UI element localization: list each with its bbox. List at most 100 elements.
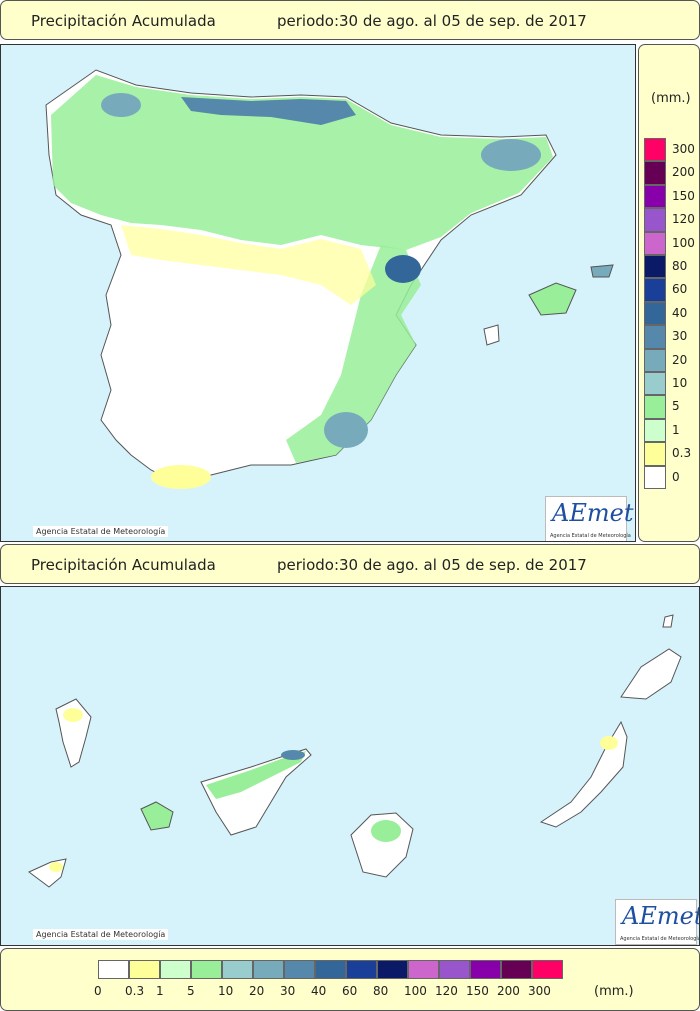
legend-swatch-60: [644, 278, 666, 302]
aemet-logo-text: AEmet: [552, 499, 634, 527]
canarias-map-svg: [28, 614, 682, 888]
ibiza-island: [483, 324, 500, 346]
legend-tick-60: 60: [672, 282, 688, 297]
legend-swatch-30: [644, 325, 666, 349]
canarias-map: Agencia Estatal de Meteorología AEmet Ag…: [0, 586, 700, 946]
legend-h-tick-150: 150: [466, 984, 489, 998]
tenerife-precip: [206, 751, 306, 799]
legend-swatch-120: [644, 208, 666, 232]
legend-h-tick-0.3: 0.3: [125, 984, 145, 998]
menorca-island: [590, 264, 614, 278]
period-label-canarias: periodo:30 de ago. al 05 de sep. de 2017: [277, 556, 587, 574]
legend-tick-100: 100: [672, 235, 695, 250]
precip-zone-east: [286, 245, 421, 463]
legend-vertical: (mm.) 0 0.3 1 5 10 20 30 40 60 80 100 120 150 200 300: [638, 44, 700, 542]
legend-tick-10: 10: [672, 376, 688, 390]
legend-h-tick-60: 60: [342, 984, 358, 998]
legend-h-tick-20: 20: [249, 984, 265, 998]
legend-unit-horizontal: (mm.): [594, 984, 634, 999]
legend-h-swatch-20: [253, 960, 284, 979]
map-title: Precipitación Acumulada: [31, 12, 216, 30]
credit-label: Agencia Estatal de Meteorología: [33, 526, 169, 537]
legend-swatch-200: [644, 161, 666, 185]
lanzarote-island: [620, 648, 682, 700]
legend-tick-300: 300: [672, 142, 695, 156]
legend-tick-80: 80: [672, 259, 688, 273]
legend-swatch-150: [644, 184, 666, 209]
legend-h-swatch-80: [377, 960, 408, 979]
la-palma-yellow: [63, 708, 83, 722]
peninsula-map: Agencia Estatal de Meteorología AEmet Ag…: [0, 44, 636, 542]
legend-h-swatch-120: [439, 960, 470, 979]
legend-h-swatch-300: [532, 960, 563, 979]
legend-h-tick-1: 1: [156, 984, 164, 998]
legend-tick-120: 120: [672, 212, 695, 227]
legend-h-swatch-30: [284, 960, 315, 979]
tenerife-blue: [281, 750, 305, 760]
precip-zone-yellow-fringe: [121, 225, 376, 305]
legend-h-swatch-0: [98, 960, 129, 979]
legend-h-swatch-5: [191, 960, 222, 979]
aemet-logo: AEmet Agencia Estatal de Meteorología: [545, 496, 633, 541]
legend-h-swatch-0.3: [129, 960, 160, 979]
legend-tick-200: 200: [672, 165, 695, 180]
legend-h-tick-0: 0: [94, 984, 102, 998]
precip-zone-south: [151, 465, 211, 489]
aemet-logo-sub-canarias: Agencia Estatal de Meteorología: [620, 936, 700, 942]
legend-h-swatch-40: [315, 960, 346, 979]
legend-h-tick-5: 5: [187, 984, 195, 998]
title-bar-canarias: Precipitación Acumulada periodo:30 de ag…: [0, 544, 700, 584]
legend-swatch-100: [644, 231, 666, 255]
precip-zone-galicia: [101, 93, 141, 117]
credit-label-canarias: Agencia Estatal de Meteorología: [33, 929, 169, 940]
aemet-logo-sub: Agencia Estatal de Meteorología: [550, 533, 631, 539]
legend-h-swatch-100: [408, 960, 439, 979]
legend-h-tick-40: 40: [311, 984, 327, 998]
precip-zone-cantabrian: [181, 97, 356, 125]
mallorca-island: [528, 282, 577, 316]
legend-tick-0.3: 0.3: [672, 446, 692, 461]
legend-h-swatch-200: [501, 960, 532, 979]
map-title-canarias: Precipitación Acumulada: [31, 556, 216, 574]
legend-swatch-0.3: [644, 442, 666, 466]
legend-swatch-80: [644, 255, 666, 279]
precip-zone-pyrenees: [481, 139, 541, 171]
legend-h-tick-80: 80: [373, 984, 389, 998]
legend-swatch-10: [644, 372, 666, 396]
peninsula-map-svg: [45, 69, 614, 489]
legend-h-tick-300: 300: [528, 984, 551, 998]
period-label: periodo:30 de ago. al 05 de sep. de 2017: [277, 12, 587, 30]
legend-h-tick-30: 30: [280, 984, 296, 998]
fuerteventura-yellow: [600, 736, 618, 750]
graciosa-island: [662, 614, 674, 628]
precip-zone-murcia: [324, 412, 368, 448]
legend-swatch-0: [644, 465, 666, 489]
legend-tick-0: 0: [672, 469, 680, 484]
aemet-logo-text-canarias: AEmet: [622, 902, 700, 930]
legend-swatch-20: [644, 348, 666, 372]
legend-unit: (mm.): [651, 91, 691, 106]
la-gomera-island: [140, 801, 174, 831]
legend-h-tick-10: 10: [218, 984, 234, 998]
legend-tick-30: 30: [672, 329, 688, 344]
legend-h-tick-100: 100: [404, 984, 427, 998]
legend-horizontal: 0 0.3 1 5 10 20 30 40 60 80 100 120 150 200 300 (mm.): [0, 948, 700, 1011]
legend-swatch-300: [644, 138, 666, 162]
legend-swatch-1: [644, 418, 666, 443]
legend-h-tick-120: 120: [435, 984, 458, 998]
legend-tick-20: 20: [672, 352, 688, 367]
legend-h-swatch-150: [470, 960, 501, 979]
legend-tick-150: 150: [672, 188, 695, 203]
precip-zone-north: [51, 75, 553, 250]
legend-swatch-5: [644, 395, 666, 419]
gran-canaria-green: [371, 820, 401, 842]
el-hierro-yellow: [49, 862, 63, 872]
legend-tick-40: 40: [672, 305, 688, 320]
legend-swatch-40: [644, 301, 666, 326]
legend-tick-1: 1: [672, 422, 680, 437]
precip-zone-castellon: [385, 255, 421, 283]
title-bar-peninsula: Precipitación Acumulada periodo:30 de ag…: [0, 0, 700, 40]
legend-h-tick-200: 200: [497, 984, 520, 998]
legend-h-swatch-60: [346, 960, 377, 979]
legend-h-swatch-1: [160, 960, 191, 979]
